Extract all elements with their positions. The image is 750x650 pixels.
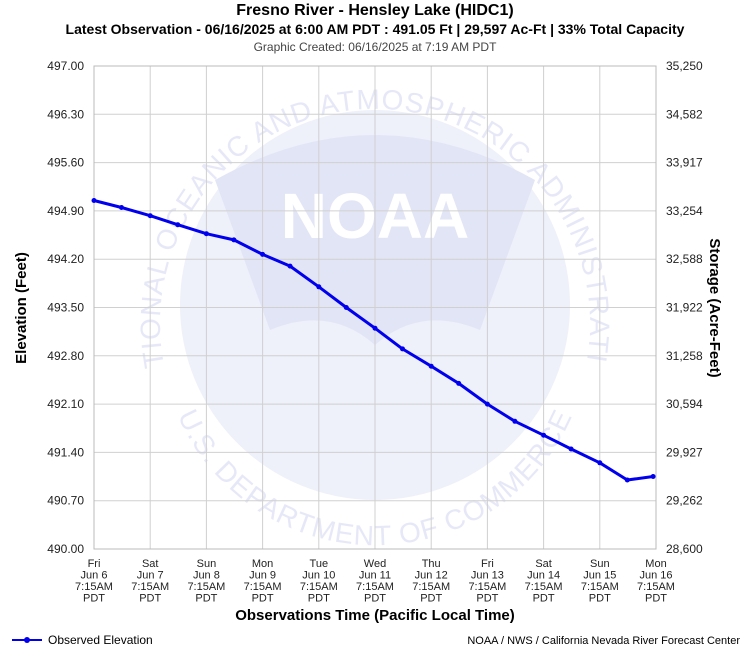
data-point bbox=[147, 213, 153, 219]
data-point bbox=[231, 237, 237, 243]
y2-tick-label: 31,922 bbox=[666, 301, 703, 315]
data-point bbox=[624, 477, 630, 483]
x-tick-label: Wed Jun 11 7:15AM PDT bbox=[356, 558, 394, 605]
y-tick-label: 493.50 bbox=[47, 301, 84, 315]
x-tick-label: Mon Jun 16 7:15AM PDT bbox=[637, 558, 675, 605]
x-tick-label: Sun Jun 15 7:15AM PDT bbox=[581, 558, 619, 605]
y-tick-label: 497.00 bbox=[47, 59, 84, 73]
y2-tick-label: 32,588 bbox=[666, 252, 703, 266]
chart-title: Fresno River - Hensley Lake (HIDC1) bbox=[236, 2, 514, 19]
y-tick-label: 495.60 bbox=[47, 156, 84, 170]
y-tick-label: 492.10 bbox=[47, 397, 84, 411]
data-point bbox=[428, 363, 434, 369]
y2-tick-label: 35,250 bbox=[666, 59, 703, 73]
y2-tick-label: 34,582 bbox=[666, 107, 703, 121]
data-point bbox=[597, 460, 603, 466]
x-tick-label: Sat Jun 14 7:15AM PDT bbox=[525, 558, 563, 605]
data-point bbox=[343, 305, 349, 310]
data-point bbox=[484, 401, 490, 407]
y-axis-left-ticks: 497.00 496.30 495.60 494.90 494.20 493.50 492.… bbox=[47, 59, 84, 556]
graphic-created-note: Graphic Created: 06/16/2025 at 7:19 AM P… bbox=[253, 40, 497, 54]
y-tick-label: 491.40 bbox=[47, 445, 84, 459]
y-tick-label: 494.90 bbox=[47, 204, 84, 218]
legend-line-marker bbox=[12, 637, 42, 643]
data-point bbox=[91, 198, 97, 203]
data-point bbox=[456, 380, 462, 386]
y-tick-label: 490.70 bbox=[47, 494, 84, 508]
data-point bbox=[287, 263, 293, 269]
x-axis-ticks: Fri Jun 6 7:15AM PDT Sat Jun 7 7:15AM PDT Sun Jun… bbox=[75, 558, 675, 605]
data-point bbox=[372, 325, 378, 331]
data-point bbox=[568, 446, 574, 452]
y-tick-label: 496.30 bbox=[47, 107, 84, 121]
data-point bbox=[650, 474, 656, 479]
chart-legend: Observed Elevation bbox=[12, 633, 153, 647]
x-tick-label: Tue Jun 10 7:15AM PDT bbox=[300, 558, 338, 605]
y-axis-right-ticks: 35,250 34,582 33,917 33,254 32,588 31,922 31,2… bbox=[666, 59, 703, 556]
plot-frame bbox=[93, 65, 657, 550]
data-point bbox=[512, 418, 518, 424]
data-point bbox=[541, 432, 547, 438]
data-point bbox=[175, 222, 181, 228]
noaa-watermark: NATIONAL OCEANIC AND ATMOSPHERIC ADMINIS… bbox=[0, 0, 614, 551]
chart-grid bbox=[93, 65, 657, 550]
data-point bbox=[316, 284, 322, 290]
y-tick-label: 494.20 bbox=[47, 252, 84, 266]
data-point bbox=[260, 251, 266, 257]
data-point bbox=[400, 346, 405, 352]
y2-axis-label: Storage (Acre-Feet) bbox=[706, 238, 723, 377]
y2-tick-label: 29,262 bbox=[666, 494, 703, 508]
x-tick-label: Sat Jun 7 7:15AM PDT bbox=[131, 558, 169, 605]
x-tick-label: Fri Jun 13 7:15AM PDT bbox=[468, 558, 506, 605]
y2-tick-label: 31,258 bbox=[666, 349, 703, 363]
credit-text: NOAA / NWS / California Nevada River For… bbox=[467, 635, 740, 647]
y2-tick-label: 33,917 bbox=[666, 156, 703, 170]
data-point bbox=[119, 205, 124, 210]
x-tick-label: Thu Jun 12 7:15AM PDT bbox=[412, 558, 450, 605]
latest-observation-subtitle: Latest Observation - 06/16/2025 at 6:00 … bbox=[65, 21, 685, 37]
y-tick-label: 490.00 bbox=[47, 542, 84, 556]
legend-label: Observed Elevation bbox=[48, 633, 153, 647]
y2-tick-label: 33,254 bbox=[666, 204, 703, 218]
y2-tick-label: 30,594 bbox=[666, 397, 703, 411]
y2-tick-label: 28,600 bbox=[666, 542, 703, 556]
observed-elevation-series bbox=[91, 198, 656, 483]
x-tick-label: Sun Jun 8 7:15AM PDT bbox=[187, 558, 225, 605]
x-tick-label: Fri Jun 6 7:15AM PDT bbox=[75, 558, 113, 605]
x-tick-label: Mon Jun 9 7:15AM PDT bbox=[244, 558, 282, 605]
y-axis-label: Elevation (Feet) bbox=[13, 252, 30, 364]
y-tick-label: 492.80 bbox=[47, 349, 84, 363]
y2-tick-label: 29,927 bbox=[666, 445, 703, 459]
data-point bbox=[203, 231, 209, 237]
x-axis-label: Observations Time (Pacific Local Time) bbox=[235, 607, 515, 624]
